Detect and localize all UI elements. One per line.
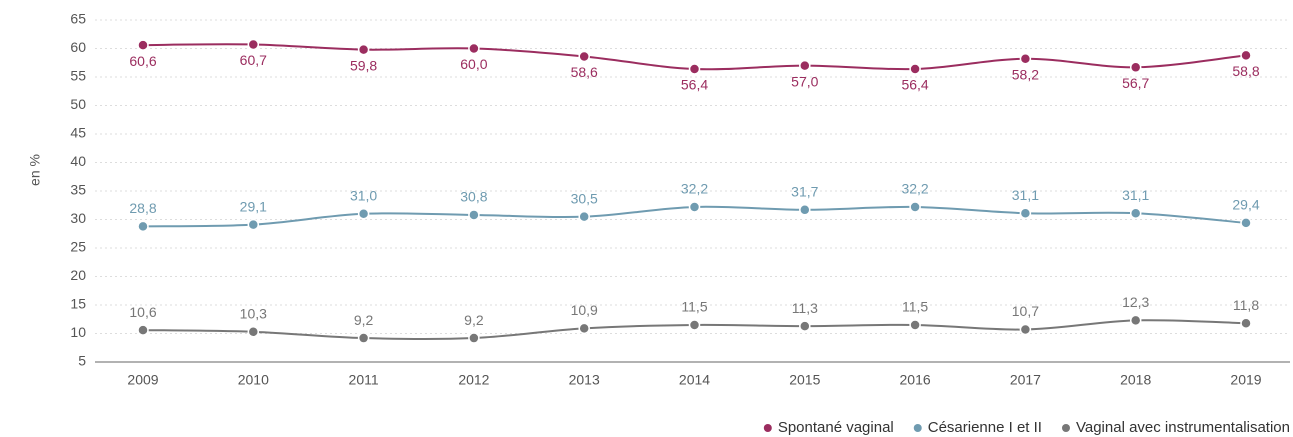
y-tick-label: 15 bbox=[70, 296, 86, 312]
data-point bbox=[909, 201, 921, 213]
y-axis-label: en % bbox=[27, 154, 43, 186]
data-label: 11,3 bbox=[792, 300, 818, 316]
data-point bbox=[909, 63, 921, 75]
y-tick-label: 50 bbox=[70, 96, 86, 112]
legend: Vaginal avec instrumentalisation Césarien… bbox=[763, 419, 1290, 436]
data-label: 10,7 bbox=[1012, 303, 1039, 319]
data-point bbox=[578, 50, 590, 63]
data-label: 9,2 bbox=[354, 312, 374, 328]
data-point bbox=[357, 208, 370, 220]
data-point bbox=[1240, 217, 1252, 229]
data-label: 28,8 bbox=[129, 200, 156, 216]
data-label: 31,0 bbox=[350, 188, 377, 204]
data-label: 32,2 bbox=[901, 181, 928, 197]
data-label: 60,0 bbox=[460, 56, 487, 72]
data-point bbox=[1019, 323, 1032, 336]
data-point bbox=[688, 201, 701, 213]
legend-label: Vaginal avec instrumentalisation bbox=[1076, 419, 1290, 436]
data-point bbox=[1129, 314, 1142, 327]
data-point bbox=[1240, 49, 1252, 62]
data-label: 31,1 bbox=[1012, 187, 1039, 203]
x-tick-label: 2014 bbox=[679, 372, 710, 388]
y-tick-label: 5 bbox=[78, 353, 86, 369]
data-label: 30,5 bbox=[571, 190, 598, 206]
data-point bbox=[1129, 207, 1142, 219]
data-point bbox=[909, 319, 921, 331]
data-point bbox=[137, 324, 149, 336]
data-point bbox=[578, 210, 590, 223]
data-label: 11,5 bbox=[902, 299, 928, 315]
x-tick-label: 2018 bbox=[1120, 372, 1151, 388]
data-point bbox=[1240, 317, 1252, 329]
data-point bbox=[468, 332, 480, 344]
y-tick-label: 45 bbox=[70, 125, 86, 141]
data-label: 56,4 bbox=[681, 77, 708, 93]
data-label: 59,8 bbox=[350, 57, 377, 73]
data-label: 10,6 bbox=[129, 304, 156, 320]
data-label: 58,6 bbox=[571, 64, 598, 80]
data-label: 30,8 bbox=[460, 189, 487, 205]
data-label: 29,4 bbox=[1232, 197, 1259, 213]
data-point bbox=[799, 204, 811, 216]
y-tick-label: 35 bbox=[70, 182, 86, 198]
y-tick-label: 20 bbox=[70, 267, 86, 283]
data-label: 57,0 bbox=[791, 73, 818, 89]
x-tick-label: 2015 bbox=[789, 372, 820, 388]
data-point bbox=[688, 319, 701, 331]
y-tick-label: 10 bbox=[70, 324, 86, 340]
data-point bbox=[357, 332, 370, 344]
data-label: 10,9 bbox=[571, 302, 598, 318]
x-tick-label: 2009 bbox=[127, 372, 158, 388]
y-tick-label: 55 bbox=[70, 68, 86, 84]
data-point bbox=[1019, 207, 1032, 219]
data-label: 11,8 bbox=[1233, 297, 1259, 313]
data-point bbox=[688, 63, 701, 75]
legend-label: Césarienne I et II bbox=[928, 419, 1042, 436]
data-label: 31,1 bbox=[1122, 187, 1149, 203]
x-tick-label: 2011 bbox=[349, 372, 379, 388]
data-point bbox=[1129, 61, 1142, 74]
data-point bbox=[578, 322, 590, 335]
data-label: 60,6 bbox=[129, 53, 156, 69]
data-label: 29,1 bbox=[240, 198, 267, 214]
legend-label: Spontané vaginal bbox=[778, 419, 894, 436]
data-label: 60,7 bbox=[240, 52, 267, 68]
x-tick-label: 2016 bbox=[900, 372, 931, 388]
data-point bbox=[799, 59, 811, 72]
data-label: 10,3 bbox=[240, 305, 267, 321]
y-tick-label: 40 bbox=[70, 153, 86, 169]
y-tick-label: 25 bbox=[70, 239, 86, 255]
data-label: 9,2 bbox=[464, 312, 484, 328]
data-label: 12,3 bbox=[1122, 294, 1149, 310]
y-tick-label: 30 bbox=[70, 210, 86, 226]
data-point bbox=[357, 43, 370, 56]
x-tick-label: 2012 bbox=[458, 372, 489, 388]
data-label: 31,7 bbox=[791, 184, 818, 200]
data-label: 58,2 bbox=[1012, 66, 1039, 82]
data-label: 32,2 bbox=[681, 181, 708, 197]
data-point bbox=[799, 320, 811, 332]
y-tick-label: 60 bbox=[70, 39, 86, 55]
data-point bbox=[468, 42, 480, 55]
x-tick-label: 2010 bbox=[238, 372, 269, 388]
data-point bbox=[468, 209, 480, 221]
legend-marker bbox=[1061, 424, 1070, 432]
x-tick-label: 2013 bbox=[569, 372, 600, 388]
x-tick-label: 2019 bbox=[1230, 372, 1261, 388]
data-point bbox=[137, 220, 149, 233]
data-point bbox=[1019, 53, 1032, 65]
data-point bbox=[247, 326, 260, 338]
y-tick-label: 65 bbox=[70, 11, 86, 27]
data-point bbox=[247, 218, 260, 231]
data-label: 11,5 bbox=[681, 299, 707, 315]
legend-marker bbox=[763, 424, 772, 432]
data-label: 56,7 bbox=[1122, 75, 1149, 91]
data-point bbox=[137, 39, 149, 51]
data-label: 58,8 bbox=[1232, 63, 1259, 79]
legend-marker bbox=[913, 424, 922, 432]
data-point bbox=[247, 38, 260, 51]
data-label: 56,4 bbox=[901, 77, 928, 93]
x-tick-label: 2017 bbox=[1010, 372, 1041, 388]
